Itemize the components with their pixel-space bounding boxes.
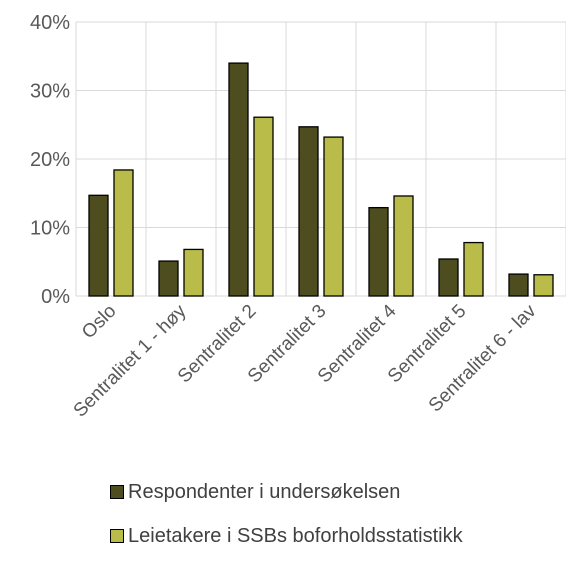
bar-leietakere [253,116,274,297]
bar-respondenter [368,206,389,297]
bar-leietakere [183,248,204,297]
chart-gridlines [75,21,566,297]
legend-item-respondenter: Respondenter i undersøkelsen [110,480,463,504]
bar-leietakere [533,274,554,297]
bar-leietakere [393,195,414,297]
y-axis: 0% 10% 20% 30% 40% [30,12,70,308]
y-tick-label: 30% [30,81,70,103]
legend-label-leietakere: Leietakere i SSBs boforholdsstatistikk [128,524,463,547]
chart-bars [88,62,554,297]
bar-respondenter [508,273,529,297]
legend-item-leietakere: Leietakere i SSBs boforholdsstatistikk [110,524,463,548]
bar-respondenter [88,194,109,297]
y-tick-label: 20% [30,149,70,171]
y-tick-label: 10% [30,218,70,240]
legend-swatch-leietakere [110,529,124,543]
y-tick-label: 40% [30,12,70,34]
bar-leietakere [323,136,344,297]
bar-respondenter [438,258,459,297]
legend-swatch-respondenter [110,485,124,499]
chart-legend: Respondenter i undersøkelsen Leietakere … [110,480,463,568]
y-tick-label: 0% [41,286,70,308]
bar-leietakere [463,241,484,297]
bar-respondenter [228,62,249,297]
legend-label-respondenter: Respondenter i undersøkelsen [128,480,401,503]
bar-respondenter [158,260,179,297]
x-tick-label: Oslo [78,301,120,343]
bar-leietakere [113,169,134,297]
bar-respondenter [298,126,319,297]
